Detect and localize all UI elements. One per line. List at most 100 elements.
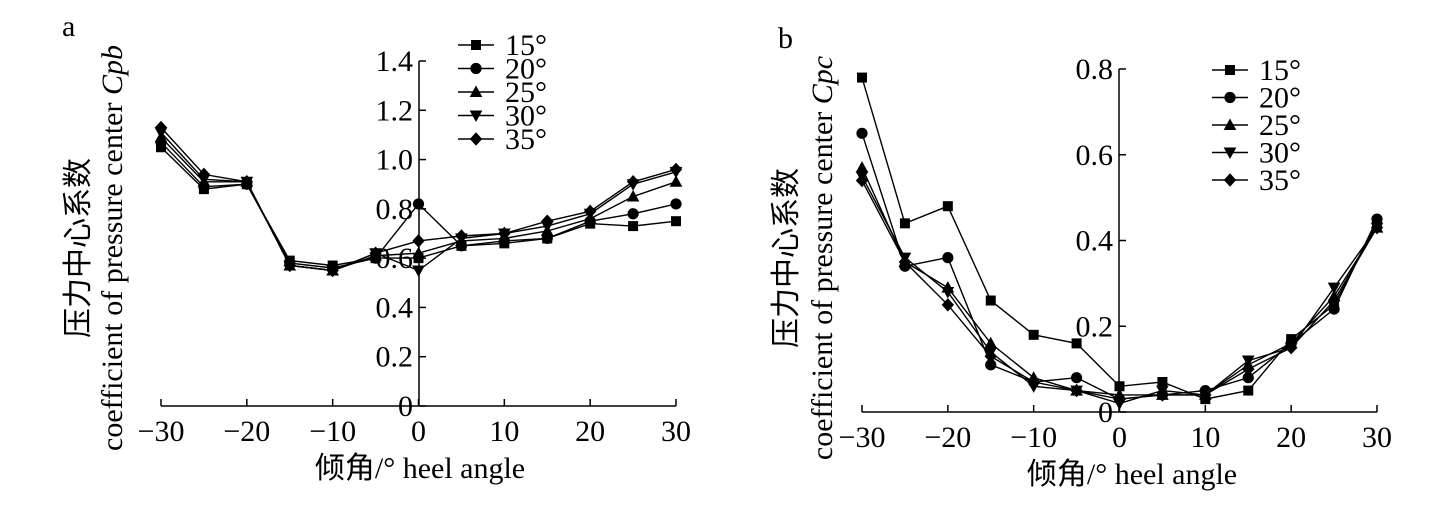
legend-marker-a — [469, 110, 483, 123]
y-axis-label-cn-a: 压力中心系数 — [62, 158, 95, 338]
data-point-b-2 — [1070, 372, 1083, 384]
data-point-b-5 — [1242, 362, 1255, 376]
data-point-a-5 — [541, 214, 554, 228]
x-tick-label-b: −30 — [839, 421, 886, 454]
y-tick-label-b: 0.4 — [1076, 225, 1114, 258]
y-axis-label-text-b: coefficient of pressure center — [806, 104, 839, 460]
data-point-b-1 — [985, 295, 996, 306]
data-point-b-4 — [941, 286, 955, 299]
panel-b: b 压力中心系数 coefficient of pressure center … — [770, 22, 1392, 491]
data-point-a-5 — [326, 263, 339, 278]
x-axis-label-a: 倾角/° heel angle — [315, 452, 525, 485]
data-point-a-5 — [455, 229, 468, 243]
legend-a: 15°20°25°30°35° — [458, 29, 547, 156]
data-point-b-1 — [1157, 376, 1168, 387]
data-point-b-5 — [1113, 392, 1126, 406]
data-point-b-5 — [1199, 388, 1212, 402]
data-point-b-5 — [1284, 340, 1298, 355]
series-a-5 — [154, 120, 683, 278]
legend-label-b: 35° — [1259, 164, 1301, 197]
data-point-a-5 — [283, 258, 296, 273]
x-tick-label-a: −30 — [138, 415, 185, 448]
legend-label-a: 20° — [505, 53, 547, 86]
y-tick-label-b: 0.2 — [1076, 310, 1114, 343]
x-tick-label-a: 10 — [489, 415, 519, 448]
y-tick-label-a: 0.4 — [376, 291, 414, 324]
legend-label-a: 35° — [505, 123, 547, 156]
legend-marker-b — [1224, 91, 1236, 104]
data-point-a-5 — [669, 162, 683, 177]
data-point-a-1 — [671, 216, 681, 227]
legend-marker-b — [1223, 118, 1237, 130]
y-axis-label-symbol-a: Cpb — [96, 45, 129, 95]
y-tick-label-b: 0 — [1098, 396, 1113, 429]
data-point-a-5 — [583, 204, 597, 219]
y-tick-label-a: 1.0 — [376, 144, 414, 177]
data-point-b-2 — [856, 127, 868, 139]
data-point-a-2 — [627, 208, 639, 220]
data-point-b-5 — [898, 255, 912, 269]
y-axis-label-en-a: coefficient of pressure center Cpb — [96, 45, 129, 451]
data-point-b-5 — [1327, 293, 1341, 308]
legend-marker-a — [470, 62, 482, 75]
data-point-b-5 — [984, 349, 997, 364]
panel-label-a: a — [62, 10, 75, 43]
data-point-b-5 — [1027, 375, 1040, 389]
data-point-b-4 — [1241, 355, 1255, 368]
data-point-a-5 — [197, 167, 211, 182]
y-axis-label-en-b: coefficient of pressure center Cpc — [806, 56, 839, 460]
y-tick-label-a: 1.2 — [376, 94, 414, 127]
x-tick-label-b: −10 — [1010, 421, 1057, 454]
data-point-b-1 — [899, 218, 910, 229]
data-point-b-5 — [941, 298, 955, 312]
data-point-a-3 — [669, 175, 683, 187]
data-point-a-5 — [240, 175, 254, 189]
data-point-b-1 — [857, 72, 867, 83]
x-axis-label-b: 倾角/° heel angle — [1027, 458, 1237, 491]
legend-marker-a — [469, 85, 483, 97]
x-tick-label-b: 20 — [1276, 421, 1306, 454]
y-axis-label-b: 压力中心系数 coefficient of pressure center Cp… — [770, 56, 839, 460]
legend-marker-a — [469, 132, 483, 146]
x-tick-label-b: 10 — [1190, 421, 1220, 454]
data-point-a-3 — [412, 246, 425, 259]
y-tick-label-a: 0.2 — [376, 341, 414, 374]
x-tick-label-a: −20 — [223, 415, 270, 448]
x-tick-label-a: −10 — [309, 415, 356, 448]
data-point-a-5 — [412, 234, 425, 248]
x-tick-label-a: 20 — [575, 415, 605, 448]
legend-b: 15°20°25°30°35° — [1212, 54, 1301, 197]
legend-label-b: 25° — [1259, 109, 1301, 142]
data-point-a-3 — [626, 189, 640, 202]
data-point-b-3 — [855, 161, 869, 173]
data-point-b-5 — [1156, 388, 1169, 402]
legend-marker-b — [1223, 147, 1237, 160]
data-point-b-2 — [942, 252, 954, 264]
y-axis-label-text-a: coefficient of pressure center — [96, 95, 129, 451]
y-tick-label-b: 0.6 — [1076, 139, 1114, 172]
data-point-a-2 — [670, 198, 682, 210]
data-point-a-5 — [154, 120, 168, 135]
legend-label-b: 20° — [1259, 82, 1301, 115]
legend-label-b: 15° — [1259, 54, 1301, 87]
y-tick-label-a: 0 — [398, 390, 413, 423]
data-point-b-1 — [1071, 338, 1082, 349]
y-tick-label-a: 1.4 — [376, 45, 414, 78]
data-point-b-5 — [1070, 383, 1083, 398]
data-point-a-5 — [369, 246, 382, 260]
y-axis-label-cn-b: 压力中心系数 — [770, 168, 803, 348]
legend-marker-b — [1223, 173, 1237, 187]
x-tick-label-a: 30 — [661, 415, 691, 448]
x-tick-label-b: 0 — [1112, 421, 1127, 454]
data-point-b-1 — [1243, 385, 1254, 396]
x-tick-label-b: 30 — [1362, 421, 1392, 454]
data-point-a-1 — [628, 221, 639, 232]
data-point-a-5 — [498, 226, 511, 241]
data-point-a-2 — [412, 198, 425, 210]
data-point-a-4 — [412, 265, 425, 278]
y-axis-label-symbol-b: Cpc — [806, 56, 839, 104]
y-tick-label-a: 0.8 — [376, 193, 414, 226]
legend-label-b: 30° — [1259, 137, 1301, 170]
